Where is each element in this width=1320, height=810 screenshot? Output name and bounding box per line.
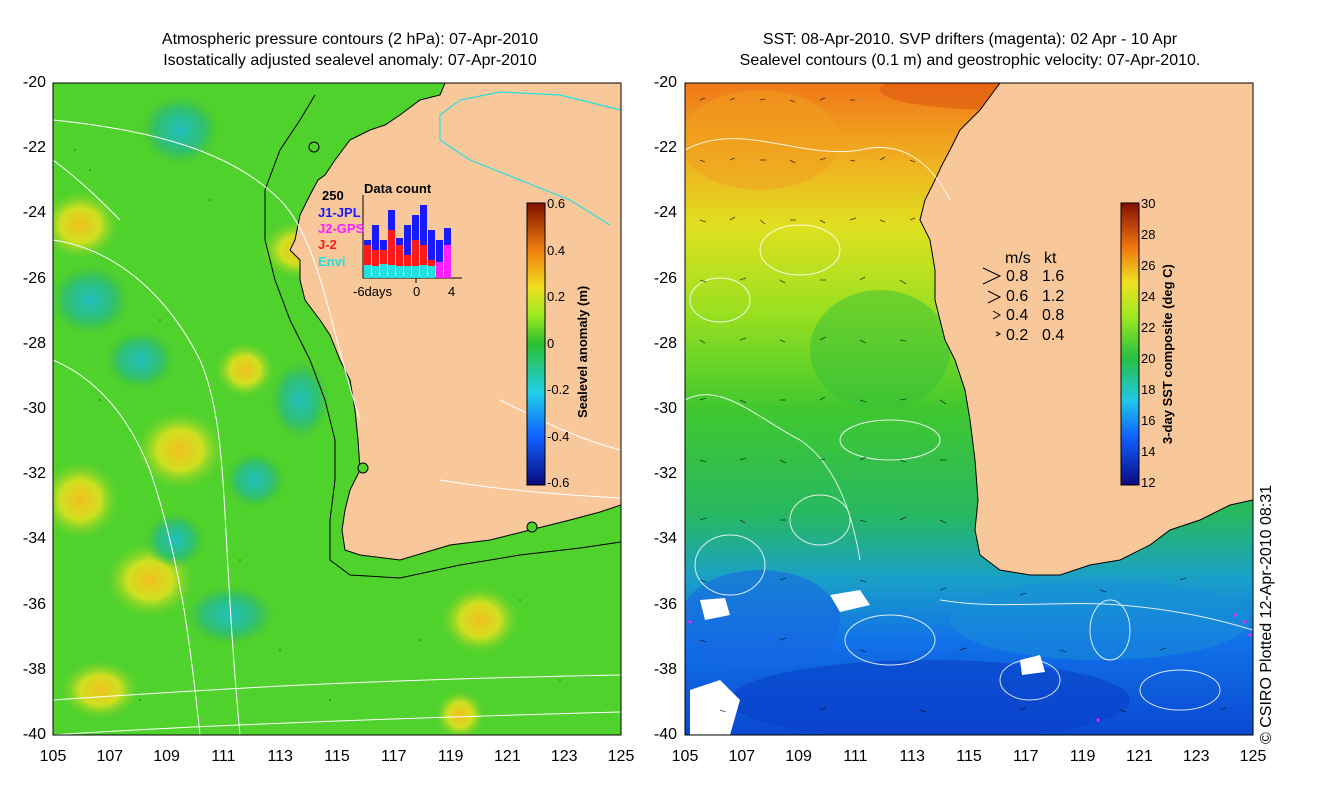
colorbar-tick-label: 16 [1141, 413, 1156, 428]
x-tick-label: 119 [1069, 748, 1096, 765]
velocity-legend-row-2-ms: 0.6 [1006, 288, 1029, 305]
y-tick-label: -30 [653, 400, 677, 417]
y-tick-label: -34 [653, 530, 677, 548]
inset-bars [362, 195, 462, 283]
x-tick-label: 105 [671, 748, 699, 765]
x-tick-label: 111 [211, 748, 236, 765]
right-title-line1: SST: 08-Apr-2010. SVP drifters (magenta)… [762, 31, 1178, 48]
x-tick-label: 113 [899, 748, 925, 765]
x-tick-label: 121 [494, 748, 521, 765]
x-tick-label: 117 [381, 748, 407, 765]
y-tick-label: -32 [22, 465, 46, 483]
right-colorbar-label: 3-day SST composite (deg C) [1160, 264, 1175, 444]
x-tick-label: 121 [1126, 748, 1153, 765]
right-title-line2: Sealevel contours (0.1 m) and geostrophi… [739, 52, 1201, 69]
colorbar-tick-label: 0 [547, 335, 555, 351]
inset-legend-j2b: J-2 [318, 237, 337, 252]
x-tick-label: 105 [39, 748, 67, 765]
y-tick-label: -30 [22, 400, 46, 417]
colorbar-tick-label: 30 [1141, 196, 1156, 211]
y-tick-label: -28 [653, 334, 677, 352]
velocity-legend-row-1-kt: 1.6 [1042, 268, 1065, 285]
inset-xlabel-end: 4 [448, 284, 456, 299]
x-tick-label: 123 [1182, 748, 1210, 765]
y-tick-label: -34 [22, 530, 46, 548]
y-tick-label: -38 [653, 660, 677, 678]
colorbar-tick-label: -0.4 [547, 428, 570, 444]
y-tick-label: -24 [22, 204, 46, 222]
x-tick-label: 117 [1013, 748, 1039, 765]
colorbar-tick-label: 0.2 [547, 289, 566, 304]
x-tick-label: 107 [728, 748, 756, 765]
colorbar-tick-label: 14 [1141, 444, 1156, 459]
x-tick-label: 123 [550, 748, 578, 765]
y-tick-label: -26 [22, 269, 46, 287]
x-tick-label: 109 [153, 748, 180, 765]
x-tick-label: 109 [785, 748, 812, 765]
inset-xlabel-start: -6days [353, 284, 393, 299]
left-colorbar-label: Sealevel anomaly (m) [575, 285, 590, 418]
inset-legend-envi: Envi [318, 254, 346, 269]
y-tick-label: -20 [653, 74, 677, 91]
y-tick-label: -36 [653, 595, 677, 613]
left-title-line1: Atmospheric pressure contours (2 hPa): 0… [161, 31, 539, 48]
colorbar-tick-label: 18 [1141, 382, 1156, 397]
left-title-line2: Isostatically adjusted sealevel anomaly:… [163, 52, 537, 69]
y-tick-label: -20 [22, 74, 46, 91]
credit-text: © CSIRO Plotted 12-Apr-2010 08:31 [1258, 484, 1275, 744]
velocity-legend-ms-header: m/s [1005, 250, 1031, 267]
x-tick-label: 125 [607, 748, 635, 765]
y-tick-label: -40 [653, 726, 677, 743]
velocity-legend-row-1-ms: 0.8 [1006, 268, 1029, 285]
x-tick-label: 119 [437, 748, 464, 765]
x-tick-label: 107 [96, 748, 124, 765]
y-tick-label: -22 [653, 139, 677, 157]
y-tick-label: -24 [653, 204, 677, 222]
colorbar-tick-label: 24 [1141, 289, 1156, 304]
velocity-legend-kt-header: kt [1044, 250, 1057, 267]
velocity-legend-arrows [982, 267, 1002, 337]
y-tick-label: -28 [22, 334, 46, 352]
x-tick-label: 125 [1239, 748, 1267, 765]
y-tick-label: -26 [653, 269, 677, 287]
colorbar-tick-label: -0.2 [547, 382, 570, 397]
velocity-legend-row-3-ms: 0.4 [1006, 307, 1029, 324]
x-tick-label: 115 [956, 748, 982, 765]
colorbar-tick-label: 0.6 [547, 196, 566, 211]
y-tick-label: -38 [22, 660, 46, 678]
colorbar-tick-label: 22 [1141, 320, 1156, 335]
velocity-legend-row-4-ms: 0.2 [1006, 327, 1029, 344]
colorbar-tick-label: -0.6 [547, 475, 570, 490]
x-tick-label: 113 [267, 748, 293, 765]
y-tick-label: -32 [653, 465, 677, 483]
colorbar-tick-label: 12 [1141, 475, 1156, 490]
colorbar-tick-label: 20 [1141, 351, 1156, 366]
inset-legend-j1: J1-JPL [318, 205, 361, 220]
inset-ymax: 250 [322, 188, 344, 203]
x-tick-label: 111 [843, 748, 868, 765]
inset-title: Data count [364, 181, 432, 196]
y-tick-label: -36 [22, 595, 46, 613]
inset-legend-j2: J2-GPS [318, 221, 365, 236]
colorbar-tick-label: 28 [1141, 227, 1156, 242]
velocity-legend-row-2-kt: 1.2 [1042, 288, 1065, 305]
colorbar-tick-label: 0.4 [547, 242, 566, 258]
x-tick-label: 115 [324, 748, 350, 765]
y-tick-label: -40 [22, 726, 46, 743]
velocity-legend-row-3-kt: 0.8 [1042, 307, 1065, 324]
velocity-legend-row-4-kt: 0.4 [1042, 327, 1065, 344]
inset-xlabel-zero: 0 [413, 284, 421, 299]
y-tick-label: -22 [22, 139, 46, 157]
colorbar-tick-label: 26 [1141, 258, 1156, 273]
